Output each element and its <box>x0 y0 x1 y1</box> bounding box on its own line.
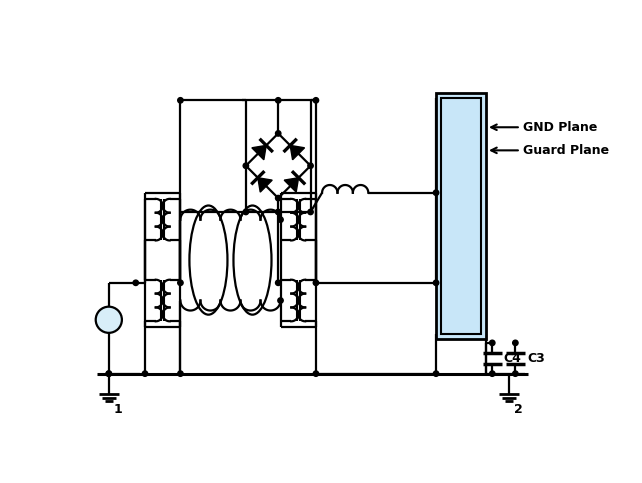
Text: Guard Plane: Guard Plane <box>523 144 609 157</box>
Circle shape <box>106 371 112 376</box>
Circle shape <box>178 280 183 285</box>
Circle shape <box>513 371 518 376</box>
Text: 2: 2 <box>514 403 523 416</box>
Text: +: + <box>104 310 114 320</box>
Polygon shape <box>252 145 266 160</box>
Circle shape <box>243 163 248 169</box>
Circle shape <box>313 371 318 376</box>
Circle shape <box>313 98 318 103</box>
Bar <box>436 93 486 339</box>
Circle shape <box>275 131 281 136</box>
Circle shape <box>133 280 139 285</box>
Circle shape <box>278 217 283 222</box>
Text: GND Plane: GND Plane <box>523 121 598 134</box>
Circle shape <box>275 280 281 285</box>
Circle shape <box>178 98 183 103</box>
Text: C4: C4 <box>504 352 522 365</box>
Polygon shape <box>290 145 304 160</box>
Text: 1: 1 <box>114 403 122 416</box>
Circle shape <box>143 371 148 376</box>
Text: C3: C3 <box>527 352 544 365</box>
Circle shape <box>433 280 438 285</box>
Circle shape <box>106 371 112 376</box>
Circle shape <box>243 209 248 214</box>
Circle shape <box>308 209 313 214</box>
Circle shape <box>275 196 281 201</box>
Circle shape <box>275 98 281 103</box>
Polygon shape <box>258 178 272 192</box>
Circle shape <box>433 371 438 376</box>
Circle shape <box>275 209 281 214</box>
Circle shape <box>433 190 438 196</box>
Text: −: − <box>104 319 114 329</box>
Circle shape <box>96 307 122 333</box>
Bar <box>442 98 481 334</box>
Circle shape <box>308 163 313 169</box>
Circle shape <box>278 298 283 303</box>
Circle shape <box>313 280 318 285</box>
Polygon shape <box>284 178 299 192</box>
Circle shape <box>178 371 183 376</box>
Circle shape <box>513 340 518 345</box>
Circle shape <box>490 371 495 376</box>
Circle shape <box>490 340 495 345</box>
